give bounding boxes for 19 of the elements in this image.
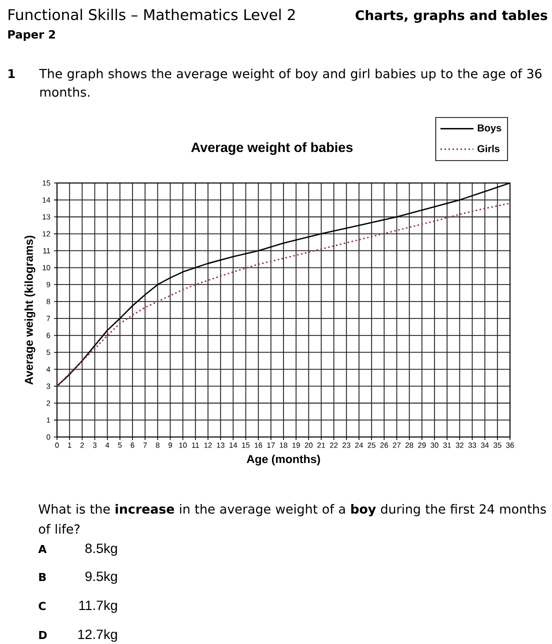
y-axis-title: Average weight (kilograms): [24, 236, 36, 385]
legend-label: Girls: [478, 144, 500, 152]
legend-label: Boys: [478, 124, 502, 134]
text: Charts, graphs and tables: [356, 10, 548, 23]
text: A: [38, 544, 47, 554]
text: Functional Skills – Mathematics Level 2: [8, 8, 295, 20]
text: What is the increase in the average weight of a boy during the first 24 months of life?: [38, 504, 546, 534]
text: 1: [8, 69, 15, 78]
text: 9.5kg: [85, 571, 117, 584]
text: Paper 2: [8, 30, 55, 41]
chart-title: Average weight of babies: [191, 142, 353, 155]
text: B: [39, 572, 46, 582]
x-axis-title: Age (months): [246, 454, 320, 466]
text: The graph shows the average weight of boy and girl babies up to the age of 36 months.: [39, 68, 542, 97]
text: D: [39, 630, 47, 640]
text: 12.7kg: [78, 629, 117, 642]
text: 8.5kg: [85, 543, 117, 556]
text: 11.7kg: [79, 600, 117, 613]
text: C: [38, 602, 46, 610]
